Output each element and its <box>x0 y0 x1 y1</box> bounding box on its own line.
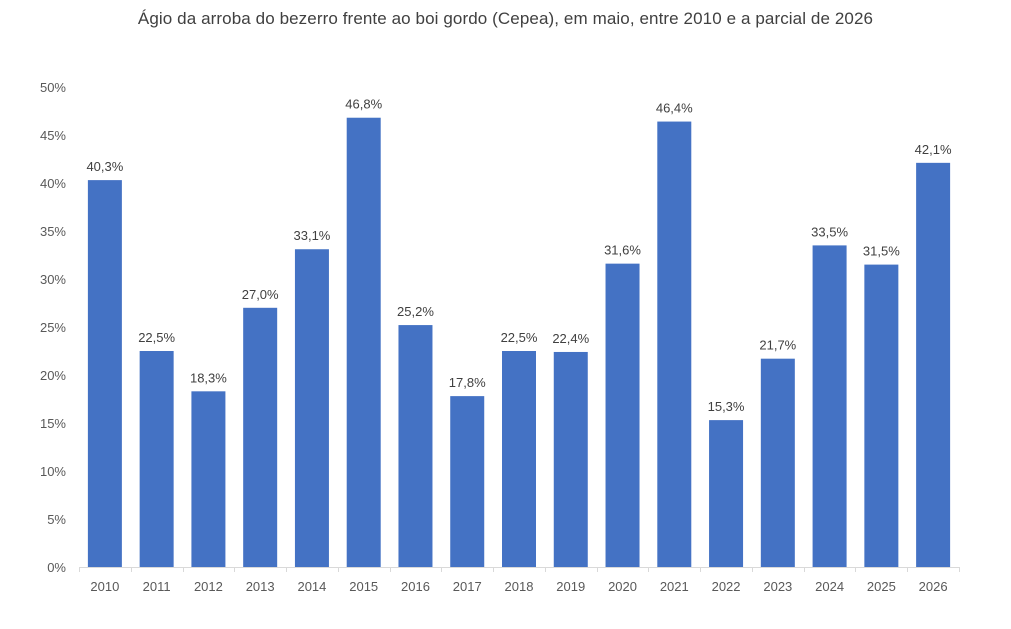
bars <box>87 117 951 568</box>
data-label-2022: 15,3% <box>708 399 745 414</box>
data-label-2021: 46,4% <box>656 101 693 116</box>
bar-2016 <box>398 325 433 567</box>
x-tick-label: 2010 <box>90 579 119 594</box>
y-tick-label: 35% <box>40 224 66 239</box>
x-axis: 2010 2011 2012 2013 2014 2015 2016 2017 2018 2019… <box>79 567 960 594</box>
x-tick-label: 2026 <box>919 579 948 594</box>
x-tick-label: 2015 <box>349 579 378 594</box>
data-label-2018: 22,5% <box>501 330 538 345</box>
bar-2015 <box>346 117 381 567</box>
x-tick-label: 2016 <box>401 579 430 594</box>
bar-2023 <box>760 358 795 567</box>
x-tick-label: 2024 <box>815 579 844 594</box>
bar-2017 <box>450 396 485 567</box>
data-label-2011: 22,5% <box>138 330 175 345</box>
y-tick-label: 0% <box>47 560 66 575</box>
bar-2020 <box>605 263 640 567</box>
x-tick-label: 2022 <box>712 579 741 594</box>
data-label-2013: 27,0% <box>242 287 279 302</box>
data-label-2014: 33,1% <box>294 228 331 243</box>
data-label-2023: 21,7% <box>759 338 796 353</box>
y-tick-label: 10% <box>40 464 66 479</box>
y-tick-label: 50% <box>40 80 66 95</box>
bar-2012 <box>191 391 226 567</box>
bar-2022 <box>709 420 744 567</box>
data-labels: 40,3% 22,5% 18,3% 27,0% 33,1% 46,8% 25,2% 17,8%… <box>86 97 952 414</box>
data-label-2016: 25,2% <box>397 304 434 319</box>
data-label-2015: 46,8% <box>345 97 382 112</box>
y-tick-label: 25% <box>40 320 66 335</box>
data-label-2012: 18,3% <box>190 370 227 385</box>
x-tick-label: 2023 <box>763 579 792 594</box>
y-tick-label: 15% <box>40 416 66 431</box>
chart-title: Ágio da arroba do bezerro frente ao boi … <box>137 9 874 28</box>
data-label-2020: 31,6% <box>604 243 641 258</box>
data-label-2026: 42,1% <box>915 142 952 157</box>
x-tick-label: 2014 <box>297 579 326 594</box>
y-tick-label: 40% <box>40 176 66 191</box>
bar-2026 <box>916 162 951 567</box>
bar-2021 <box>657 121 692 567</box>
data-label-2010: 40,3% <box>86 159 123 174</box>
x-tick-label: 2025 <box>867 579 896 594</box>
bar-2014 <box>294 249 329 568</box>
bar-2011 <box>139 351 174 567</box>
data-label-2017: 17,8% <box>449 375 486 390</box>
bar-2018 <box>502 351 536 567</box>
y-tick-label: 45% <box>40 128 66 143</box>
bar-2024 <box>812 245 847 567</box>
y-axis-tick-labels: 0% 5% 10% 15% 20% 25% 30% 35% 40% 45% 50% <box>40 80 66 575</box>
bar-2013 <box>243 307 278 567</box>
data-label-2025: 31,5% <box>863 244 900 259</box>
y-tick-label: 20% <box>40 368 66 383</box>
x-tick-label: 2019 <box>556 579 585 594</box>
x-tick-label: 2020 <box>608 579 637 594</box>
data-label-2024: 33,5% <box>811 224 848 239</box>
y-tick-label: 30% <box>40 272 66 287</box>
x-tick-label: 2011 <box>143 579 171 594</box>
x-tick-label: 2012 <box>194 579 223 594</box>
bar-2010 <box>87 180 122 567</box>
bar-2025 <box>864 264 899 567</box>
y-tick-label: 5% <box>47 512 66 527</box>
data-label-2019: 22,4% <box>552 331 589 346</box>
x-tick-label: 2013 <box>246 579 275 594</box>
x-tick-label: 2018 <box>505 579 534 594</box>
bar-2019 <box>553 351 588 567</box>
x-tick-label: 2017 <box>453 579 482 594</box>
x-tick-label: 2021 <box>660 579 689 594</box>
